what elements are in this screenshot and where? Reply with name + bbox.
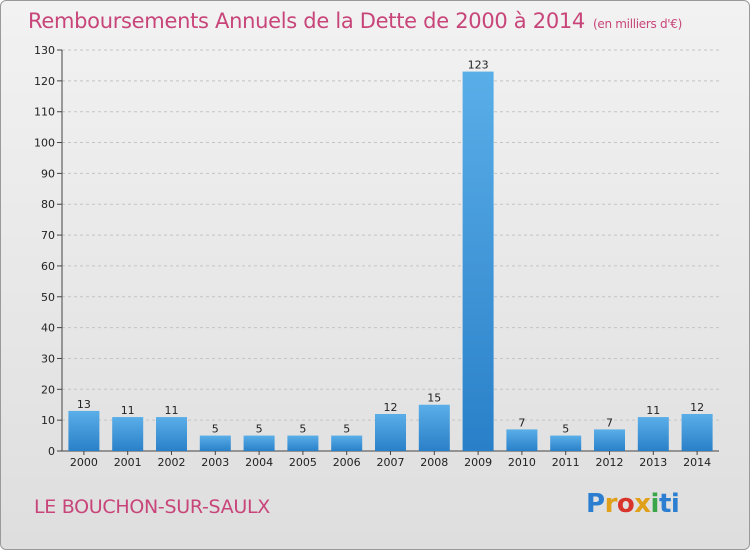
value-label-2010: 7 bbox=[518, 416, 525, 429]
logo-letter-o: o bbox=[616, 489, 635, 519]
bar-2001 bbox=[112, 417, 144, 451]
x-tick-label: 2010 bbox=[508, 456, 536, 469]
bar-2010 bbox=[506, 429, 538, 451]
x-tick-label: 2003 bbox=[201, 456, 229, 469]
value-label-2013: 11 bbox=[646, 404, 660, 417]
bars bbox=[68, 71, 713, 451]
bar-2000 bbox=[68, 410, 100, 451]
value-label-2011: 5 bbox=[562, 423, 569, 436]
logo-letter-p: P bbox=[586, 489, 605, 519]
bar-2002 bbox=[156, 417, 187, 451]
x-tick-label: 2006 bbox=[333, 456, 361, 469]
x-tick-label: 2004 bbox=[245, 456, 273, 469]
x-tick-label: 2001 bbox=[114, 456, 142, 469]
value-label-2007: 12 bbox=[384, 401, 398, 414]
x-tick-label: 2002 bbox=[158, 456, 186, 469]
bar-2006 bbox=[331, 435, 363, 451]
bar-2013 bbox=[637, 417, 669, 451]
x-tick-label: 2012 bbox=[596, 456, 624, 469]
labels: 0 10 20 30 40 50 60 70 80 90 100 110 120 130 13 2000 11 2… bbox=[34, 44, 711, 469]
bar-2005 bbox=[287, 435, 319, 451]
value-label-2003: 5 bbox=[212, 423, 219, 436]
y-tick-label: 10 bbox=[41, 414, 55, 427]
y-tick-label: 110 bbox=[34, 106, 55, 119]
bar-2004 bbox=[243, 435, 275, 451]
value-label-2012: 7 bbox=[606, 416, 613, 429]
bar-2012 bbox=[594, 429, 625, 451]
value-label-2001: 11 bbox=[121, 404, 135, 417]
bar-2007 bbox=[375, 413, 406, 451]
value-label-2002: 11 bbox=[165, 404, 179, 417]
y-tick-label: 60 bbox=[41, 260, 55, 273]
value-label-2008: 15 bbox=[427, 392, 441, 405]
bar-2003 bbox=[199, 435, 231, 451]
y-tick-label: 90 bbox=[41, 167, 55, 180]
y-tick-label: 130 bbox=[34, 44, 55, 57]
bar-2014 bbox=[681, 413, 713, 451]
y-tick-label: 20 bbox=[41, 383, 55, 396]
x-tick-label: 2007 bbox=[377, 456, 405, 469]
x-tick-label: 2005 bbox=[289, 456, 317, 469]
y-tick-label: 100 bbox=[34, 137, 55, 150]
x-tick-label: 2008 bbox=[420, 456, 448, 469]
y-tick-label: 120 bbox=[34, 75, 55, 88]
logo-letter-x: x bbox=[634, 489, 651, 519]
y-tick-label: 0 bbox=[48, 445, 55, 458]
chart-unit: (en milliers d'€) bbox=[593, 17, 683, 31]
x-tick-label: 2000 bbox=[70, 456, 98, 469]
x-tick-label: 2014 bbox=[683, 456, 711, 469]
commune-name: LE BOUCHON-SUR-SAULX bbox=[34, 496, 270, 518]
logo-letters-ti: ti bbox=[658, 489, 680, 519]
x-tick-label: 2009 bbox=[464, 456, 492, 469]
chart-title-text: Remboursements Annuels de la Dette de 20… bbox=[28, 9, 585, 33]
chart-title: Remboursements Annuels de la Dette de 20… bbox=[28, 9, 682, 33]
x-tick-label: 2013 bbox=[639, 456, 667, 469]
logo-letter-i: i bbox=[650, 489, 660, 519]
axes bbox=[57, 49, 719, 455]
x-tick-label: 2011 bbox=[552, 456, 580, 469]
y-tick-label: 70 bbox=[41, 229, 55, 242]
logo-letter-r: r bbox=[604, 489, 618, 519]
value-label-2005: 5 bbox=[299, 423, 306, 436]
y-tick-label: 80 bbox=[41, 198, 55, 211]
y-tick-label: 40 bbox=[41, 322, 55, 335]
bar-2011 bbox=[550, 435, 582, 451]
value-label-2006: 5 bbox=[343, 423, 350, 436]
bar-2009 bbox=[462, 71, 494, 451]
bar-2008 bbox=[418, 404, 450, 451]
value-label-2000: 13 bbox=[77, 398, 91, 411]
value-label-2004: 5 bbox=[256, 423, 263, 436]
proxiti-logo[interactable]: Proxiti bbox=[586, 489, 680, 519]
value-label-2014: 12 bbox=[690, 401, 704, 414]
y-tick-label: 50 bbox=[41, 291, 55, 304]
y-tick-label: 30 bbox=[41, 352, 55, 365]
value-label-2009: 123 bbox=[468, 59, 489, 72]
grid-lines bbox=[62, 49, 719, 421]
